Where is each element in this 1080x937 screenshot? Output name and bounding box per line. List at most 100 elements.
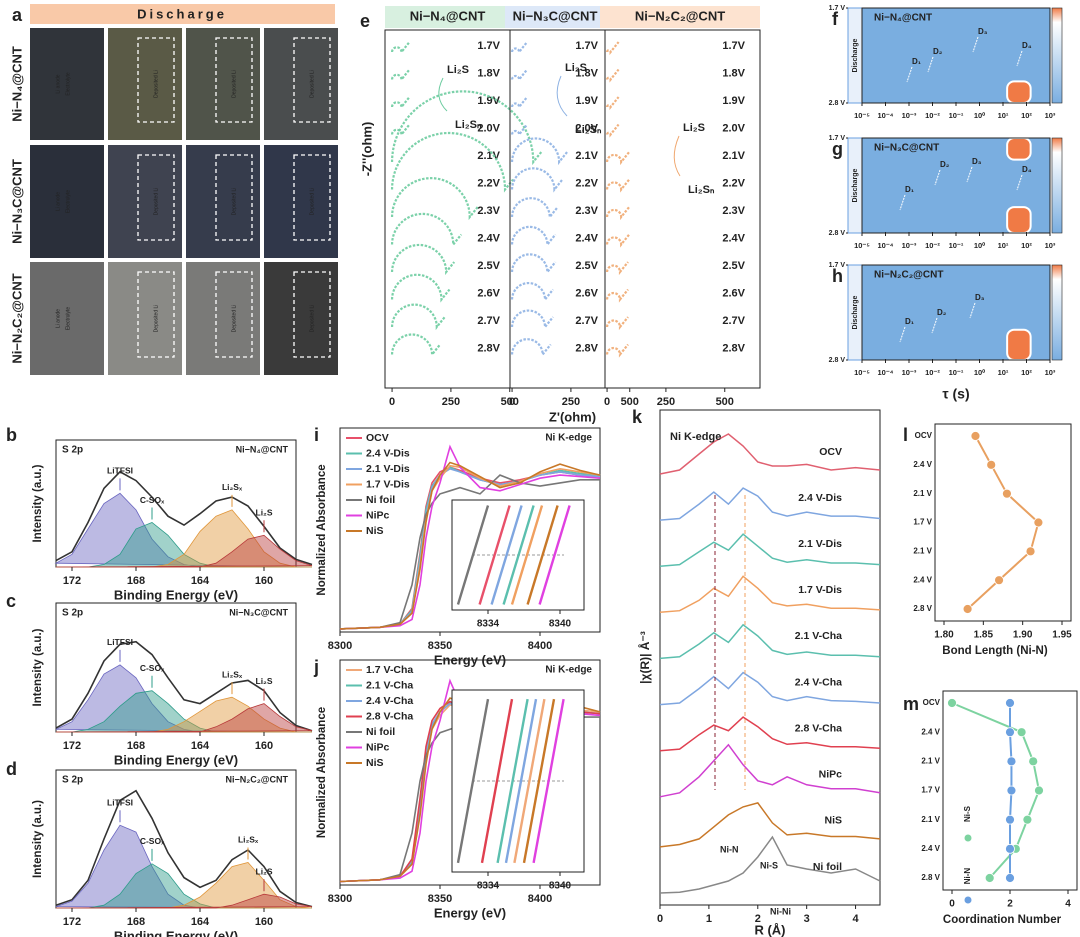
x-tick-label: 10¹ bbox=[998, 111, 1009, 120]
panel-letter: h bbox=[832, 266, 843, 286]
voltage-label: 1.8V bbox=[722, 67, 745, 79]
annotation-arrow bbox=[556, 75, 568, 117]
peak-label: Li₂S bbox=[256, 866, 273, 876]
photo bbox=[264, 28, 338, 140]
x-tick-label: 10³ bbox=[1045, 111, 1056, 120]
data-point bbox=[1005, 873, 1015, 883]
impedance-arc bbox=[390, 123, 411, 138]
peak-label: Li₂Sₓ bbox=[222, 482, 243, 492]
impedance-arc bbox=[605, 343, 629, 358]
x-axis-label: R (Å) bbox=[754, 922, 785, 937]
annotation-arrow bbox=[972, 36, 979, 53]
data-point bbox=[1028, 756, 1039, 767]
impedance-arc bbox=[605, 68, 620, 83]
voltage-label: 1.9V bbox=[575, 95, 598, 107]
voltage-label: 2.3V bbox=[575, 205, 598, 217]
plot-frame bbox=[384, 29, 761, 389]
data-point bbox=[994, 575, 1004, 586]
voltage-label: 2.5V bbox=[722, 260, 745, 272]
dashed-box bbox=[215, 271, 253, 358]
voltage-label: 2.8V bbox=[722, 342, 745, 354]
data-point bbox=[962, 604, 973, 614]
impedance-arc bbox=[605, 123, 620, 138]
annotation-arrow bbox=[966, 166, 973, 183]
x-tick-label: 10⁰ bbox=[974, 111, 986, 120]
curve bbox=[339, 474, 600, 630]
x-tick-label: 3 bbox=[804, 913, 810, 925]
voltage-label: 2.7V bbox=[575, 315, 598, 327]
hot-region bbox=[1006, 80, 1032, 104]
x-tick-label: 1.85 bbox=[974, 630, 994, 641]
box-label: Deposited Li bbox=[309, 70, 315, 98]
ft-curve bbox=[659, 487, 881, 521]
curve bbox=[339, 444, 601, 630]
voltage-label: 1.9V bbox=[722, 95, 745, 107]
x-axis-label: Binding Energy (eV) bbox=[114, 587, 238, 602]
panel-subtitle: Ni−N₄@CNT bbox=[236, 444, 289, 454]
annotation-arrow bbox=[673, 135, 681, 177]
colorbar bbox=[1051, 137, 1063, 234]
box-label: Deposited Li bbox=[231, 188, 237, 216]
data-point bbox=[1002, 488, 1012, 499]
x-axis-label: Binding Energy (eV) bbox=[114, 928, 238, 937]
impedance-arc bbox=[390, 96, 411, 111]
legend-label: NiPc bbox=[366, 741, 390, 753]
inset-curve bbox=[456, 698, 490, 864]
header-text: Discharge bbox=[137, 6, 227, 21]
impedance-arc bbox=[510, 68, 528, 83]
x-axis-label: Binding Energy (eV) bbox=[114, 752, 238, 767]
impedance-arc bbox=[390, 177, 479, 221]
y-axis-label: Intensity (a.u.) bbox=[32, 628, 44, 706]
x-tick-label: 250 bbox=[657, 396, 675, 408]
annotation: Li₂S bbox=[565, 62, 587, 74]
x-tick-label: 8300 bbox=[328, 893, 352, 905]
y-axis-label: -Z''(ohm) bbox=[359, 122, 374, 177]
y-axis-label: Intensity (a.u.) bbox=[32, 464, 44, 542]
annotation: Li₂S bbox=[683, 122, 705, 134]
y-tick-label: 2.4 V bbox=[913, 575, 932, 584]
x-tick-label: 10³ bbox=[1045, 368, 1056, 377]
x-tick-label: 172 bbox=[63, 916, 81, 928]
curve bbox=[55, 640, 313, 732]
x-tick-label: 160 bbox=[255, 575, 273, 587]
x-tick-label: 8334 bbox=[477, 881, 500, 892]
panel-title: Ni−N₄@CNT bbox=[874, 13, 932, 24]
x-tick-label: 10⁻⁴ bbox=[877, 368, 893, 377]
cell-label: Electrolyte bbox=[65, 190, 71, 214]
y-tick-label: 2.8 V bbox=[921, 873, 940, 882]
voltage-label: 2.2V bbox=[722, 177, 745, 189]
voltage-label: 2.5V bbox=[477, 260, 500, 272]
cell-label: Li anode bbox=[55, 192, 61, 211]
x-tick-label: 10⁻⁵ bbox=[854, 111, 870, 120]
annotation: D₂ bbox=[933, 47, 943, 56]
legend-label: Ni foil bbox=[366, 494, 395, 506]
impedance-arc bbox=[510, 167, 564, 193]
ft-curve bbox=[659, 623, 881, 660]
x-tick-label: 8350 bbox=[428, 640, 452, 652]
x-tick-label: 10⁻⁵ bbox=[854, 241, 870, 250]
cell-label: Electrolyte bbox=[65, 307, 71, 331]
cell-label: Li anode bbox=[55, 74, 61, 93]
curve-label: 1.7 V-Dis bbox=[798, 584, 842, 596]
x-tick-label: 250 bbox=[442, 396, 460, 408]
x-axis-label: τ (s) bbox=[942, 386, 969, 402]
x-tick-label: 10⁻³ bbox=[902, 368, 917, 377]
x-tick-label: 10⁻⁴ bbox=[877, 241, 893, 250]
voltage-label: 1.7V bbox=[575, 40, 598, 52]
panel-letter: k bbox=[632, 407, 643, 427]
box-label: Deposited Li bbox=[309, 305, 315, 333]
x-axis-label: Z'(ohm) bbox=[549, 409, 596, 424]
x-tick-label: 10⁻² bbox=[925, 368, 940, 377]
x-tick-label: 168 bbox=[127, 575, 145, 587]
x-tick-label: 1.95 bbox=[1052, 630, 1072, 641]
y-tick-label: 2.4 V bbox=[913, 460, 932, 469]
annotation: Ni-S bbox=[760, 860, 778, 870]
box-label: Deposited Li bbox=[231, 305, 237, 333]
y-tick-label: 2.1 V bbox=[921, 756, 940, 765]
x-tick-label: 8400 bbox=[528, 640, 552, 652]
ft-curve bbox=[659, 716, 881, 752]
curve bbox=[55, 470, 313, 566]
annotation: D₃ bbox=[978, 27, 988, 36]
impedance-arc bbox=[390, 132, 514, 193]
hot-region bbox=[1006, 137, 1032, 161]
